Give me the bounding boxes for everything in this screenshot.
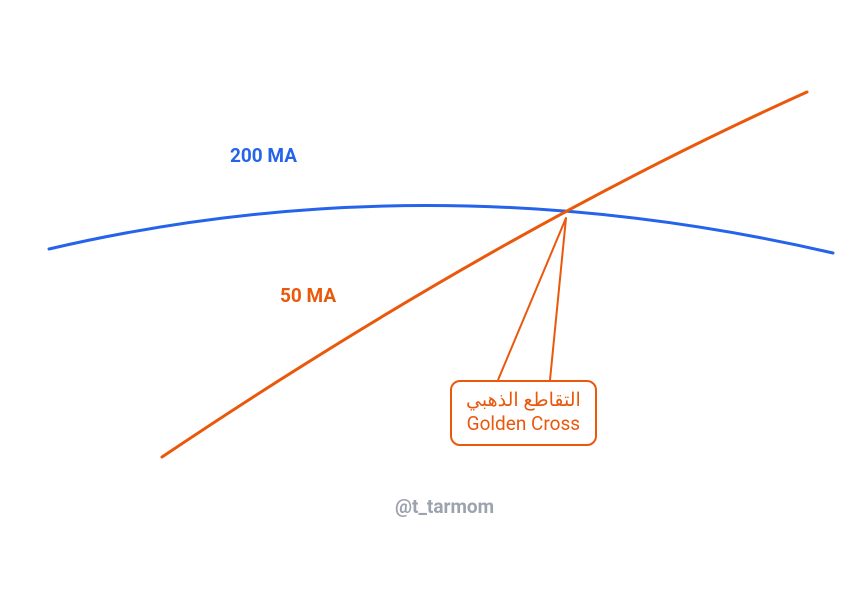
golden-cross-diagram: 200 MA 50 MA التقاطع الذهبي Golden Cross…: [0, 0, 860, 606]
callout-line-ar: التقاطع الذهبي: [466, 388, 581, 412]
watermark: @t_tarmom: [395, 495, 494, 518]
golden-cross-callout: التقاطع الذهبي Golden Cross: [450, 380, 597, 446]
ma50-label: 50 MA: [280, 284, 336, 307]
ma200-line: [49, 205, 833, 253]
callout-line-en: Golden Cross: [466, 412, 581, 436]
ma200-label: 200 MA: [230, 144, 297, 167]
